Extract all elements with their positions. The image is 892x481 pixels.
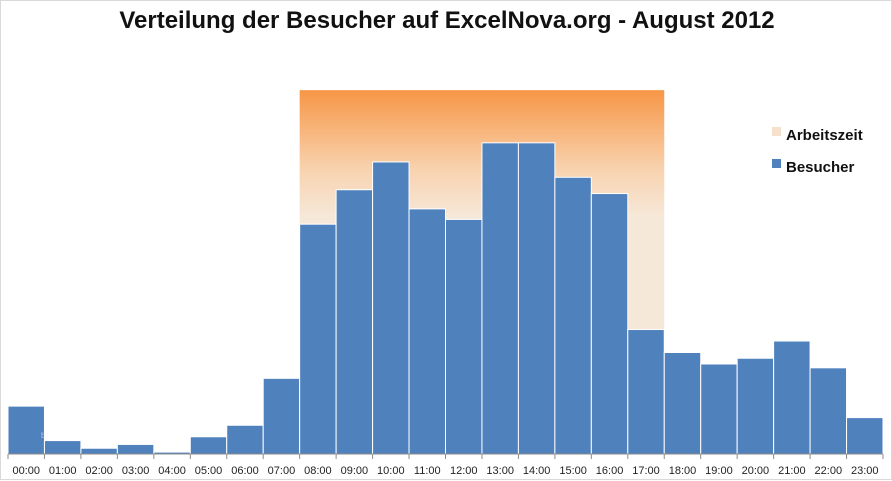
bar-0500	[189, 436, 228, 455]
x-tick-label-0800: 08:00	[304, 465, 332, 477]
legend-label-arbeitszeit: Arbeitszeit	[786, 127, 863, 144]
x-tick-label-1500: 15:00	[559, 465, 587, 477]
x-tick-label-0300: 03:00	[122, 465, 150, 477]
x-tick-label-0900: 09:00	[341, 465, 369, 477]
bar-1300	[481, 142, 519, 455]
bar-0900	[335, 189, 374, 455]
x-tick-label-2300: 23:00	[851, 465, 879, 477]
legend-swatch-arbeitszeit	[772, 127, 781, 136]
bar-2000	[736, 357, 775, 455]
bar-0800	[299, 223, 337, 455]
x-tick-label-0600: 06:00	[231, 465, 259, 477]
x-tick-label-2100: 21:00	[778, 465, 806, 477]
bar-1500	[554, 176, 592, 455]
watermark-text: blog	[41, 431, 56, 440]
x-tick-label-2200: 22:00	[815, 465, 843, 477]
x-tick-label-0500: 05:00	[195, 465, 223, 477]
bar-0700	[262, 377, 301, 455]
x-tick-label-1100: 11:00	[414, 465, 441, 477]
bar-1200	[445, 218, 483, 455]
x-tick-label-2000: 20:00	[742, 465, 770, 477]
x-tick-label-1900: 19:00	[705, 465, 733, 477]
bar-1700	[627, 329, 665, 455]
x-tick-label-1200: 12:00	[450, 465, 478, 477]
x-tick-label-1300: 13:00	[486, 465, 514, 477]
x-tick-label-1000: 10:00	[377, 465, 405, 477]
bar-1900	[700, 363, 738, 455]
bar-0600	[226, 424, 264, 455]
x-tick-label-1800: 18:00	[669, 465, 697, 477]
bar-1400	[517, 142, 556, 455]
x-tick-label-0700: 07:00	[268, 465, 296, 477]
bar-1100	[408, 208, 446, 455]
bar-1000	[372, 161, 410, 455]
bar-0200	[80, 447, 118, 455]
bar-2300	[846, 417, 884, 455]
chart-title: Verteilung der Besucher auf ExcelNova.or…	[119, 7, 775, 34]
bar-0100	[43, 440, 82, 455]
bar-2200	[809, 367, 848, 455]
bar-1800	[663, 352, 702, 455]
x-tick-label-0200: 02:00	[85, 465, 113, 477]
legend-label-besucher: Besucher	[786, 159, 855, 176]
x-tick-label-1600: 16:00	[596, 465, 624, 477]
bar-0000	[7, 405, 45, 455]
x-tick-label-0100: 01:00	[49, 465, 77, 477]
x-tick-label-0400: 04:00	[158, 465, 186, 477]
x-tick-label-1700: 17:00	[632, 465, 660, 477]
bar-2100	[773, 340, 811, 455]
bar-0300	[116, 443, 155, 455]
x-tick-label-1400: 14:00	[523, 465, 551, 477]
bar-1600	[590, 193, 629, 455]
legend-swatch-besucher	[772, 159, 781, 168]
x-tick-label-0000: 00:00	[12, 465, 40, 477]
